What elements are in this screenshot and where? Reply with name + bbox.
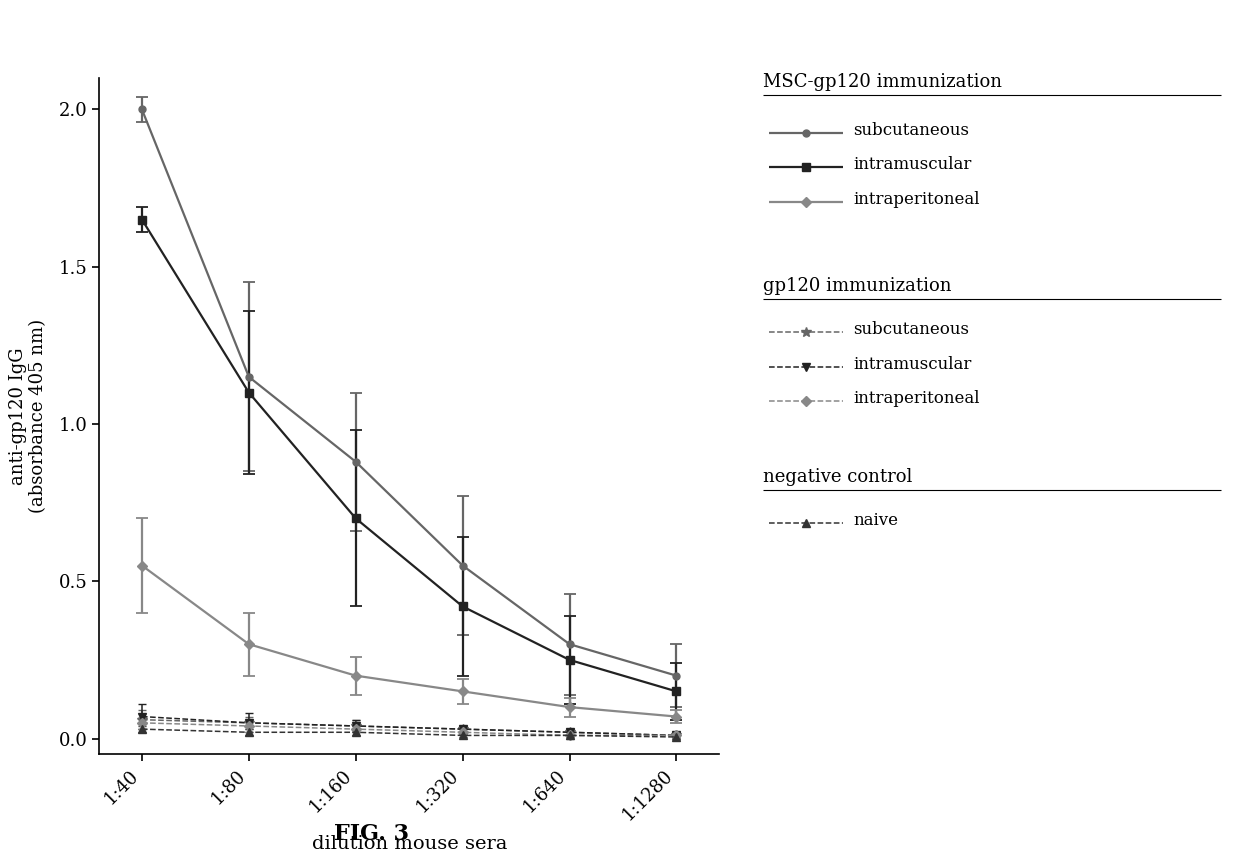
Text: intraperitoneal: intraperitoneal bbox=[853, 191, 980, 208]
Text: FIG. 3: FIG. 3 bbox=[335, 824, 409, 845]
Y-axis label: anti-gp120 IgG
(absorbance 405 nm): anti-gp120 IgG (absorbance 405 nm) bbox=[9, 319, 47, 513]
X-axis label: dilution mouse sera: dilution mouse sera bbox=[311, 835, 507, 853]
Text: intramuscular: intramuscular bbox=[853, 355, 971, 373]
Text: MSC-gp120 immunization: MSC-gp120 immunization bbox=[763, 73, 1002, 91]
Text: intramuscular: intramuscular bbox=[853, 156, 971, 173]
Text: intraperitoneal: intraperitoneal bbox=[853, 390, 980, 407]
Text: negative control: negative control bbox=[763, 467, 911, 486]
Text: subcutaneous: subcutaneous bbox=[853, 321, 970, 338]
Text: naive: naive bbox=[853, 512, 898, 529]
Text: gp120 immunization: gp120 immunization bbox=[763, 277, 951, 295]
Text: subcutaneous: subcutaneous bbox=[853, 121, 970, 139]
